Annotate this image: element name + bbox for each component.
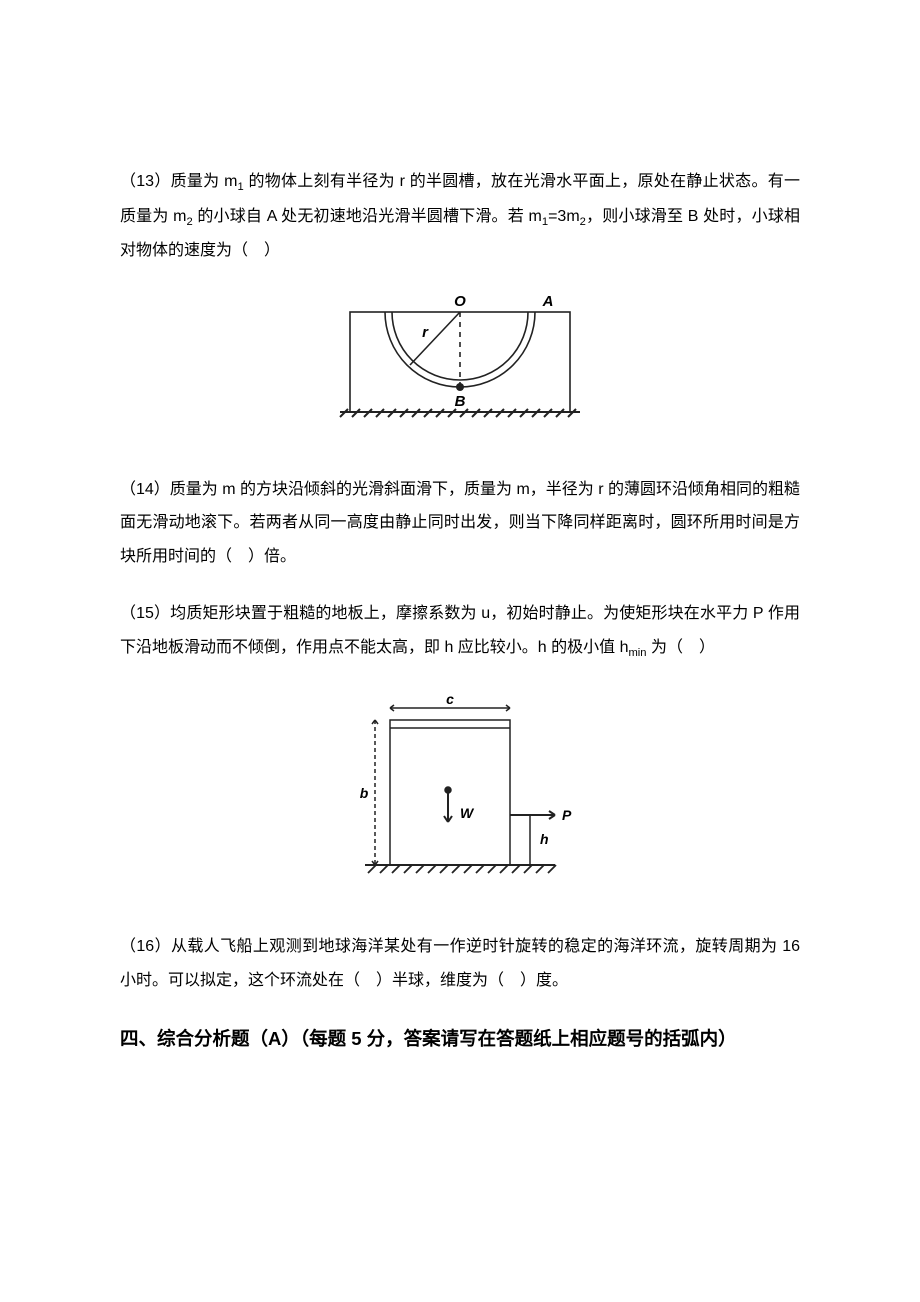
question-14: （14）质量为 m 的方块沿倾斜的光滑斜面滑下，质量为 m，半径为 r 的薄圆环… — [120, 473, 800, 574]
q13-text-pre: （13）质量为 m — [120, 173, 238, 190]
label-h: h — [540, 831, 549, 847]
label-A: A — [542, 293, 554, 310]
section-4-text: 四、综合分析题（A）（每题 5 分，答案请写在答题纸上相应题号的括弧内） — [120, 1028, 737, 1049]
question-16: （16）从载人飞船上观测到地球海洋某处有一作逆时针旋转的稳定的海洋环流，旋转周期… — [120, 930, 800, 997]
label-W: W — [460, 805, 475, 821]
q16-text: （16）从载人飞船上观测到地球海洋某处有一作逆时针旋转的稳定的海洋环流，旋转周期… — [120, 938, 800, 989]
label-P: P — [562, 807, 572, 823]
label-c: c — [446, 691, 454, 707]
figure-q13: O A B r — [120, 292, 800, 445]
label-O: O — [454, 293, 466, 310]
q15-sub: min — [628, 647, 646, 659]
q14-text: （14）质量为 m 的方块沿倾斜的光滑斜面滑下，质量为 m，半径为 r 的薄圆环… — [120, 481, 800, 565]
section-4-title: 四、综合分析题（A）（每题 5 分，答案请写在答题纸上相应题号的括弧内） — [120, 1021, 800, 1056]
question-15: （15）均质矩形块置于粗糙的地板上，摩擦系数为 u，初始时静止。为使矩形块在水平… — [120, 597, 800, 665]
label-b: b — [360, 785, 369, 801]
figure-q15: c b W P h — [120, 690, 800, 903]
q13-text-mid2: 的小球自 A 处无初速地沿光滑半圆槽下滑。若 m — [193, 208, 542, 225]
question-13: （13）质量为 m1 的物体上刻有半径为 r 的半圆槽，放在光滑水平面上，原处在… — [120, 165, 800, 268]
q13-text-mid3: =3m — [548, 208, 580, 225]
label-B: B — [455, 393, 466, 410]
q15-text-post: 为（ ） — [647, 639, 715, 656]
